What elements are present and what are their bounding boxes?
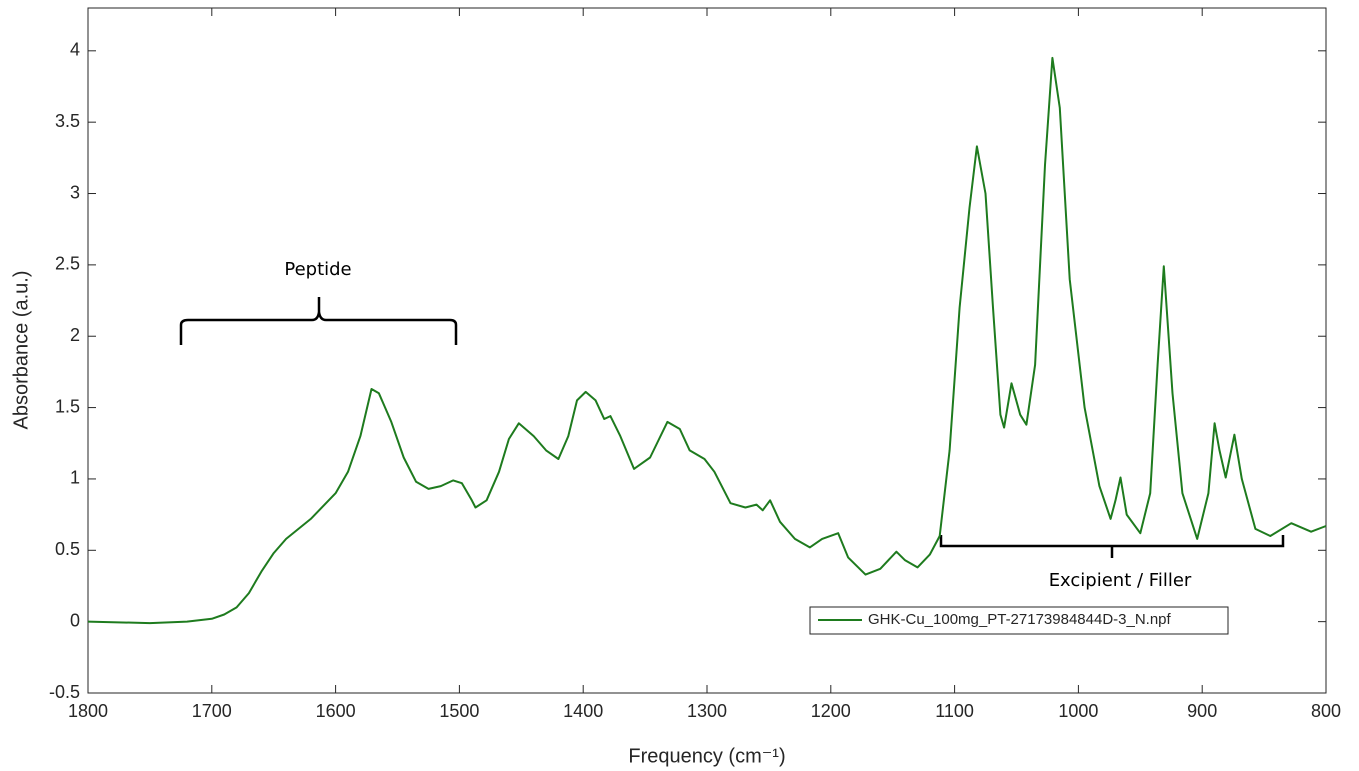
x-tick-label: 1800 [68, 701, 108, 721]
x-tick-label: 1200 [811, 701, 851, 721]
x-tick-label: 1700 [192, 701, 232, 721]
x-tick-label: 1000 [1058, 701, 1098, 721]
x-tick-label: 1300 [687, 701, 727, 721]
legend: GHK-Cu_100mg_PT-27173984844D-3_N.npf [809, 606, 1229, 635]
y-tick-label: 2.5 [55, 254, 80, 274]
legend-label: GHK-Cu_100mg_PT-27173984844D-3_N.npf [868, 611, 1172, 628]
plot-frame [87, 7, 1327, 694]
y-tick-label: 2 [70, 325, 80, 345]
excipient-brace [939, 535, 1285, 558]
y-tick-label: 3 [70, 182, 80, 202]
spectrum-line [87, 56, 1327, 625]
x-tick-label: 800 [1311, 701, 1341, 721]
y-tick-label: 4 [70, 40, 80, 60]
x-tick-label: 1500 [439, 701, 479, 721]
y-tick-label: 3.5 [55, 111, 80, 131]
y-axis-label: Absorbance (a.u.) [10, 271, 32, 430]
y-tick-label: 0 [70, 610, 80, 630]
y-tick-label: -0.5 [49, 682, 80, 702]
peptide-brace [179, 297, 458, 345]
y-tick-label: 0.5 [55, 539, 80, 559]
x-tick-label: 1600 [316, 701, 356, 721]
annotation: Peptide [284, 259, 351, 280]
legend-box [809, 606, 1229, 635]
x-tick-label: 1100 [935, 701, 974, 721]
x-axis-label: Frequency (cm⁻¹) [628, 745, 785, 767]
annotation: Excipient / Filler [1049, 570, 1192, 591]
x-tick-label: 900 [1187, 701, 1217, 721]
y-tick-label: 1.5 [55, 396, 80, 416]
y-tick-label: 1 [70, 468, 80, 488]
x-tick-label: 1400 [563, 701, 603, 721]
